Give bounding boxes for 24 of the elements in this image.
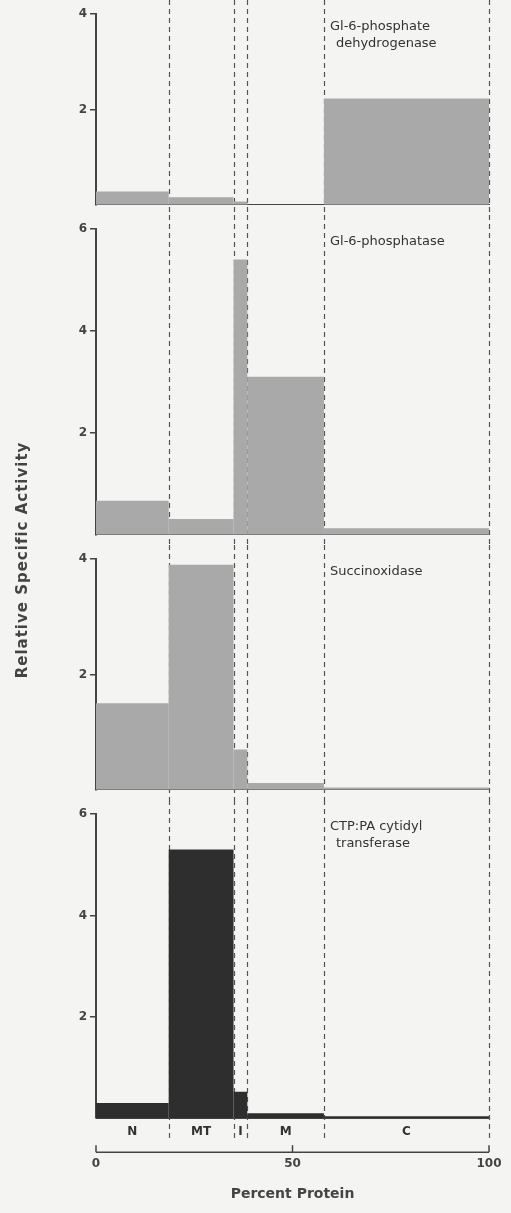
chart-title: Succinoxidase xyxy=(329,562,423,578)
y-tick-label: 6 xyxy=(78,806,87,821)
y-axis-title: Relative Specific Activity xyxy=(13,441,31,679)
y-tick-label: 4 xyxy=(78,907,87,922)
chart-title: Gl-6-phosphatase xyxy=(329,232,445,248)
x-tick-label: 100 xyxy=(476,1156,502,1171)
y-tick-label: 6 xyxy=(78,221,87,236)
y-tick-label: 2 xyxy=(78,101,87,116)
text: MT xyxy=(191,1124,212,1139)
x-tick-label: 0 xyxy=(91,1156,101,1171)
y-tick-label: 2 xyxy=(78,424,87,439)
y-tick-label: 4 xyxy=(78,323,87,338)
y-tick-label: 4 xyxy=(78,6,87,21)
text: I xyxy=(238,1124,243,1139)
x-axis-title: Percent Protein xyxy=(230,1185,355,1202)
text: N xyxy=(127,1124,138,1139)
y-tick-label: 2 xyxy=(78,666,87,681)
text: CTP:PA cytidyl transferase xyxy=(329,817,423,850)
text: Gl-6-phosphate dehydrogenase xyxy=(329,17,437,50)
x-tick-label: 50 xyxy=(284,1156,301,1171)
text: C xyxy=(402,1124,412,1139)
y-tick-label: 2 xyxy=(78,1008,87,1023)
y-tick-label: 4 xyxy=(78,551,87,566)
text: M xyxy=(279,1124,292,1139)
